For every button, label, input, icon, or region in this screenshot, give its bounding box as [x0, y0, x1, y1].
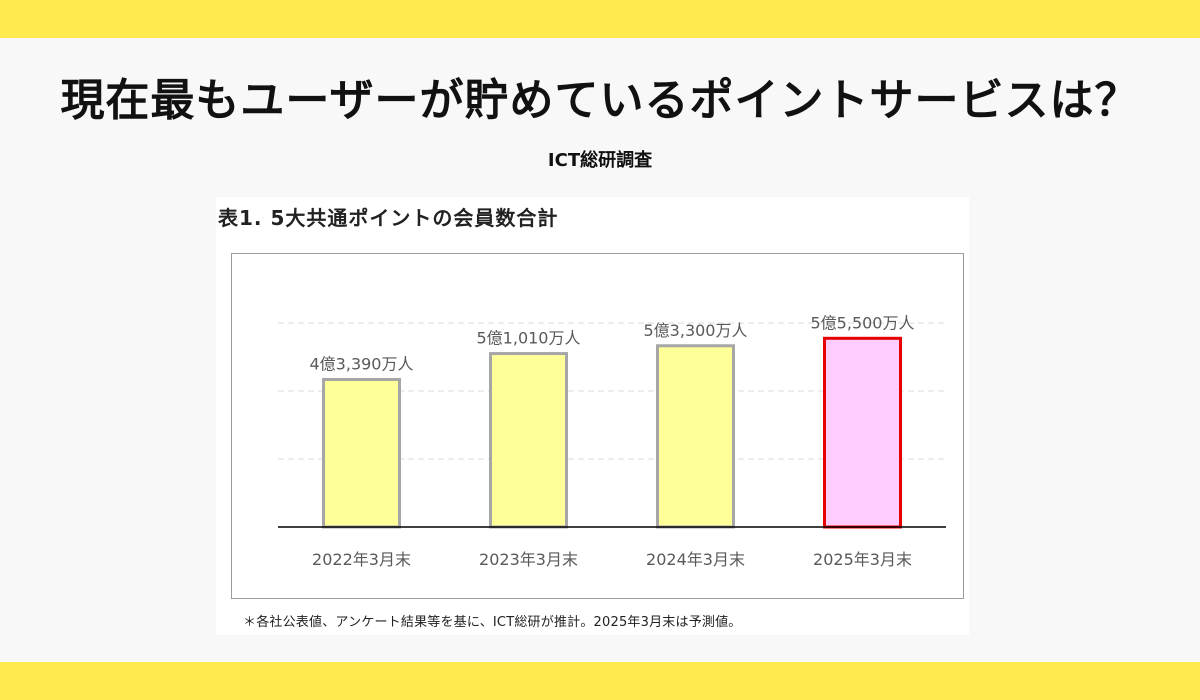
bar-2	[489, 352, 568, 529]
data-label-3: 5億3,300万人	[644, 321, 748, 340]
bar-4	[823, 336, 902, 529]
source-label: ICT総研調査	[547, 150, 653, 171]
bar-1	[322, 377, 401, 529]
bar-3	[656, 344, 735, 529]
category-label-1: 2022年3月末	[312, 550, 411, 569]
page-title: 現在最もユーザーが貯めているポイントサービスは？	[60, 75, 1140, 126]
category-label-3: 2024年3月末	[646, 550, 745, 569]
chart-footnote: ＊各社公表値、アンケート結果等を基に、ICT総研が推計。2025年3月末は予測値…	[243, 615, 742, 630]
category-label-2: 2023年3月末	[479, 550, 578, 569]
chart-title: 表1. 5大共通ポイントの会員数合計	[218, 206, 559, 230]
data-label-2: 5億1,010万人	[477, 329, 581, 348]
top-color-band	[0, 0, 1200, 38]
bottom-color-band	[0, 662, 1200, 700]
category-label-4: 2025年3月末	[813, 550, 912, 569]
data-label-4: 5億5,500万人	[811, 313, 915, 332]
data-label-1: 4億3,390万人	[310, 354, 414, 373]
